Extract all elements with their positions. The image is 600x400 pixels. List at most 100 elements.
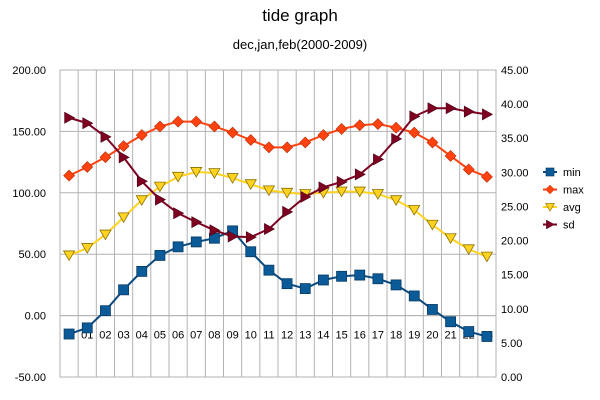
y-left-tick-label: 150.00 xyxy=(12,126,46,138)
data-point-max xyxy=(353,119,366,132)
data-point-max xyxy=(408,126,421,139)
data-point-sd xyxy=(227,230,239,243)
data-point-avg xyxy=(62,250,76,262)
data-point-avg xyxy=(371,189,385,200)
data-point-sd xyxy=(391,132,403,145)
series-line-avg xyxy=(68,170,488,258)
data-point-min xyxy=(354,269,366,281)
data-point-avg xyxy=(444,233,457,245)
data-point-avg xyxy=(171,171,185,183)
data-point-sd xyxy=(82,117,94,130)
data-point-avg xyxy=(153,181,167,193)
data-point-min xyxy=(408,290,420,302)
x-tick-label: 02 xyxy=(99,330,111,342)
data-point-min xyxy=(445,316,456,328)
y-right-tick-label: 35.00 xyxy=(501,133,529,145)
chart-subtitle: dec,jan,feb(2000-2009) xyxy=(232,37,368,52)
data-point-max xyxy=(444,150,457,162)
data-point-sd xyxy=(191,216,203,229)
data-point-avg xyxy=(353,186,366,198)
data-point-avg xyxy=(135,195,148,206)
x-tick-label: 10 xyxy=(245,330,257,342)
x-tick-label: 08 xyxy=(208,330,220,342)
data-point-sd xyxy=(264,222,276,235)
data-point-max xyxy=(299,136,312,149)
data-point-min xyxy=(390,279,402,291)
data-point-max xyxy=(317,129,330,142)
legend-label-avg: avg xyxy=(563,202,581,214)
y-left-tick-label: -50.00 xyxy=(15,372,46,384)
data-point-sd xyxy=(118,151,130,164)
data-point-max xyxy=(226,126,239,139)
data-point-min xyxy=(245,246,257,258)
data-point-sd xyxy=(155,193,167,206)
data-point-sd xyxy=(409,110,421,123)
y-left-tick-label: 100.00 xyxy=(12,188,46,200)
x-tick-label: 12 xyxy=(281,330,293,342)
data-point-avg xyxy=(335,186,348,198)
y-right-tick-label: 5.00 xyxy=(501,338,522,350)
data-point-min xyxy=(281,278,293,290)
data-point-sd xyxy=(482,108,494,121)
legend-label-sd: sd xyxy=(563,220,575,232)
x-tick-label: 19 xyxy=(408,330,420,342)
x-tick-label: 18 xyxy=(390,330,402,342)
data-point-min xyxy=(263,264,275,276)
data-point-avg xyxy=(99,229,112,241)
data-point-min xyxy=(336,270,347,282)
data-point-sd xyxy=(354,168,366,181)
data-point-avg xyxy=(426,219,439,231)
axes: -50.00 0.00 50.00 100.00 150.00 200.00 0.00 5.0… xyxy=(12,65,528,384)
x-tick-label: 14 xyxy=(317,330,329,342)
y-right-tick-label: 25.00 xyxy=(501,201,529,213)
data-point-min xyxy=(318,274,329,286)
data-point-max xyxy=(426,136,439,149)
data-point-max xyxy=(480,170,493,183)
legend-marker-max xyxy=(545,184,555,195)
y-right-tick-label: 20.00 xyxy=(501,236,529,248)
data-point-sd xyxy=(209,224,221,237)
data-point-sd xyxy=(336,175,348,188)
data-point-sd xyxy=(282,205,294,218)
data-point-sd xyxy=(463,105,475,118)
legend-label-min: min xyxy=(563,167,581,179)
data-point-sd xyxy=(173,207,185,220)
data-point-avg xyxy=(462,244,475,256)
data-point-max xyxy=(371,118,384,130)
data-point-max xyxy=(244,134,257,146)
x-tick-label: 09 xyxy=(226,330,238,342)
data-point-min xyxy=(299,283,311,294)
data-point-min xyxy=(172,241,184,253)
series-layer xyxy=(62,102,494,342)
data-point-max xyxy=(135,129,148,142)
data-point-sd xyxy=(445,102,457,115)
legend-marker-avg xyxy=(545,203,555,212)
data-point-max xyxy=(462,163,475,176)
data-point-min xyxy=(481,331,493,342)
data-point-avg xyxy=(408,205,421,216)
y-left-tick-label: 50.00 xyxy=(18,249,46,261)
data-point-sd xyxy=(136,175,148,188)
data-point-sd xyxy=(245,231,257,244)
y-right-tick-label: 40.00 xyxy=(501,99,529,111)
data-point-max xyxy=(81,161,94,173)
data-point-min xyxy=(463,326,475,337)
data-point-avg xyxy=(280,187,294,199)
data-point-max xyxy=(262,141,275,154)
data-point-avg xyxy=(389,195,403,206)
data-point-sd xyxy=(427,102,439,115)
data-point-avg xyxy=(262,185,276,197)
x-tick-label: 13 xyxy=(299,330,311,342)
data-point-sd xyxy=(64,111,76,124)
y-right-tick-label: 0.00 xyxy=(501,372,522,384)
y-left-tick-label: 0.00 xyxy=(25,311,46,323)
x-tick-label: 04 xyxy=(136,330,148,342)
x-tick-label: 05 xyxy=(154,330,166,342)
x-tick-label: 06 xyxy=(172,330,184,342)
data-point-avg xyxy=(208,168,221,179)
data-point-min xyxy=(136,265,148,277)
data-point-max xyxy=(390,121,403,134)
data-point-sd xyxy=(373,153,385,166)
data-point-avg xyxy=(480,251,494,263)
legend: min max avg sd xyxy=(543,167,584,232)
